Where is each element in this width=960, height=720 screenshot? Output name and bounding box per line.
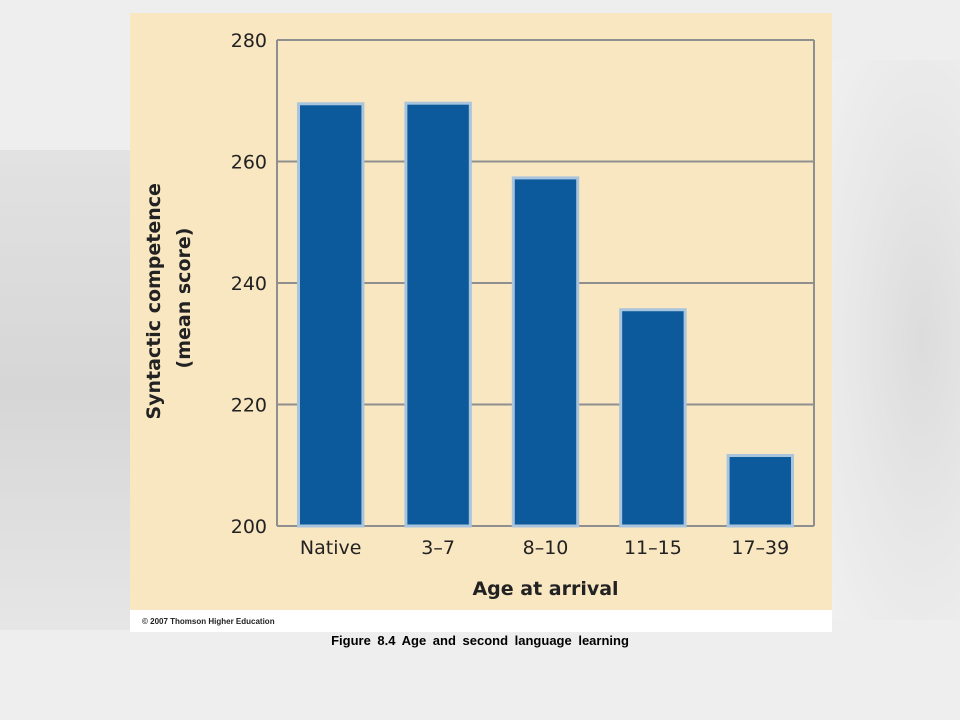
x-tick-label: Native	[300, 537, 362, 559]
bar-3	[619, 308, 687, 528]
x-tick-label: 3–7	[421, 537, 455, 559]
bar-2	[511, 176, 580, 528]
background-shade-left	[0, 150, 130, 630]
bar-layer	[296, 101, 795, 528]
y-axis-title: Syntactic competence (mean score)	[143, 176, 195, 419]
y-tick-label: 200	[231, 516, 267, 538]
bar-0	[296, 102, 365, 528]
y-tick-label: 260	[231, 152, 267, 174]
figure-panel	[130, 13, 832, 618]
x-axis-title: Age at arrival	[472, 578, 618, 600]
copyright-text: © 2007 Thomson Higher Education	[142, 617, 275, 626]
y-tick-label: 240	[231, 273, 267, 295]
figure-caption: Figure 8.4 Age and second language learn…	[331, 633, 629, 648]
category-label-layer: Native 3–7 8–10 11–15 17–39	[300, 537, 789, 559]
y-tick-label: 280	[231, 30, 267, 52]
x-tick-label: 8–10	[523, 537, 569, 559]
y-axis-title-line-2: (mean score)	[173, 228, 195, 369]
background-shade-right	[832, 60, 960, 620]
copyright-strip: © 2007 Thomson Higher Education	[130, 610, 832, 632]
y-axis-title-line-1: Syntactic competence	[143, 183, 165, 419]
bar-1	[404, 101, 472, 528]
bar-4	[726, 454, 795, 528]
x-tick-label: 11–15	[624, 537, 682, 559]
tick-label-layer: 200 220 240 260 280	[231, 30, 267, 538]
x-tick-label: 17–39	[731, 537, 789, 559]
y-tick-label: 220	[231, 395, 267, 417]
